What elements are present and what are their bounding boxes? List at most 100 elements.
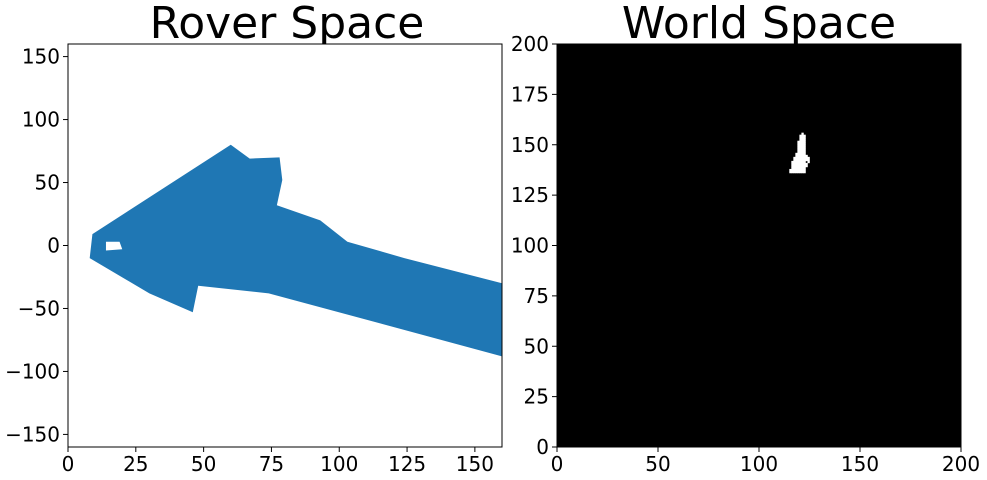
world-space-pixel xyxy=(803,152,806,156)
world-space-pixel xyxy=(793,162,796,166)
world-space-pixel xyxy=(797,156,800,160)
rover-space-x-ticks: 0 25 50 75 100 125 150 xyxy=(62,447,494,476)
world-space-pixel xyxy=(789,170,792,174)
world-space-pixel xyxy=(793,164,796,168)
world-space-pixel xyxy=(797,160,800,164)
world-space-pixel xyxy=(803,136,806,140)
world-space-pixel xyxy=(795,168,798,172)
y-tick-label: 0 xyxy=(47,234,60,258)
world-space-pixel xyxy=(797,150,800,154)
world-space-pixel xyxy=(803,166,806,170)
y-tick-label: 200 xyxy=(511,32,549,56)
world-space-pixel xyxy=(795,156,798,160)
world-space-pixel xyxy=(799,168,802,172)
world-space-pixel xyxy=(805,162,808,166)
world-space-pixel xyxy=(799,166,802,170)
x-tick-label: 0 xyxy=(62,452,75,476)
world-space-pixel xyxy=(801,134,804,137)
x-tick-label: 50 xyxy=(191,452,216,476)
y-tick-label: 25 xyxy=(524,385,549,409)
world-space-pixel xyxy=(799,156,802,160)
world-space-pixel xyxy=(807,158,810,162)
x-tick-label: 100 xyxy=(740,452,778,476)
world-space-pixel xyxy=(797,164,800,168)
y-tick-label: 50 xyxy=(35,171,60,195)
rover-space-panel: Rover Space 0 25 50 75 100 125 150 −150 −100 −50… xyxy=(5,0,503,476)
world-space-pixel xyxy=(801,156,804,160)
world-space-pixel xyxy=(803,148,806,152)
world-space-pixel xyxy=(795,166,798,170)
rover-space-point xyxy=(101,244,106,249)
y-tick-label: 175 xyxy=(511,82,549,106)
world-space-pixel xyxy=(797,170,800,174)
world-space-pixel xyxy=(801,146,804,150)
world-space-pixel xyxy=(797,154,800,158)
world-space-pixel xyxy=(795,170,798,174)
world-space-pixel xyxy=(797,140,800,144)
world-space-pixel xyxy=(799,136,802,140)
world-space-pixel xyxy=(801,158,804,162)
world-space-pixel xyxy=(797,146,800,150)
world-space-pixel xyxy=(797,144,800,148)
y-tick-label: 100 xyxy=(22,108,60,132)
world-space-pixel xyxy=(805,154,808,158)
world-space-pixel xyxy=(799,170,802,174)
world-space-pixel xyxy=(801,170,804,174)
world-space-pixel xyxy=(791,164,794,168)
y-tick-label: 125 xyxy=(511,183,549,207)
world-space-pixel xyxy=(803,140,806,144)
world-space-pixel xyxy=(805,164,808,168)
world-space-pixel xyxy=(807,156,810,160)
world-space-pixel xyxy=(795,164,798,168)
y-tick-label: 150 xyxy=(22,45,60,69)
x-tick-label: 25 xyxy=(123,452,148,476)
y-tick-label: 0 xyxy=(536,435,549,459)
world-space-pixel xyxy=(797,162,800,166)
world-space-pixel xyxy=(797,158,800,162)
world-space-pixel xyxy=(803,150,806,154)
world-space-pixel xyxy=(795,154,798,158)
world-space-pixel xyxy=(793,170,796,174)
rover-space-gap xyxy=(105,241,123,251)
world-space-pixel xyxy=(801,164,804,168)
world-space-pixel xyxy=(797,148,800,152)
world-space-pixel xyxy=(791,162,794,166)
x-tick-label: 100 xyxy=(320,452,358,476)
x-tick-label: 125 xyxy=(388,452,426,476)
world-space-pixel xyxy=(799,152,802,156)
world-space-pixel xyxy=(799,146,802,150)
world-space-pixel xyxy=(795,152,798,156)
world-space-pixel xyxy=(803,138,806,142)
world-space-pixel xyxy=(799,150,802,154)
world-space-pixel xyxy=(799,162,802,166)
world-space-pixel xyxy=(797,166,800,170)
world-space-pixel xyxy=(803,162,806,166)
world-space-pixel xyxy=(805,156,808,160)
world-space-pixel xyxy=(791,160,794,164)
world-space-pixel xyxy=(803,164,806,168)
world-space-pixel xyxy=(795,162,798,166)
x-tick-label: 150 xyxy=(841,452,879,476)
world-space-pixel xyxy=(801,144,804,148)
world-space-pixel xyxy=(803,134,806,137)
world-space-pixel xyxy=(803,146,806,150)
world-space-pixel xyxy=(799,142,802,146)
world-space-pixel xyxy=(791,168,794,172)
world-space-pixel xyxy=(803,156,806,160)
world-space-pixel xyxy=(803,144,806,148)
world-space-pixel xyxy=(801,148,804,152)
world-space-x-ticks: 0 50 100 150 200 xyxy=(551,447,980,476)
y-tick-label: 50 xyxy=(524,334,549,358)
world-space-pixel xyxy=(801,154,804,158)
y-tick-label: 75 xyxy=(524,284,549,308)
world-space-pixel xyxy=(789,168,792,172)
world-space-pixel xyxy=(793,158,796,162)
world-space-pixel xyxy=(805,158,808,162)
world-space-pixel xyxy=(801,168,804,172)
world-space-pixel xyxy=(799,138,802,142)
world-space-pixel xyxy=(795,158,798,162)
world-space-pixels xyxy=(789,132,810,174)
world-space-title: World Space xyxy=(622,0,896,49)
world-space-panel: World Space 0 50 100 150 200 0 25 50 75 100 125 15… xyxy=(511,0,980,476)
